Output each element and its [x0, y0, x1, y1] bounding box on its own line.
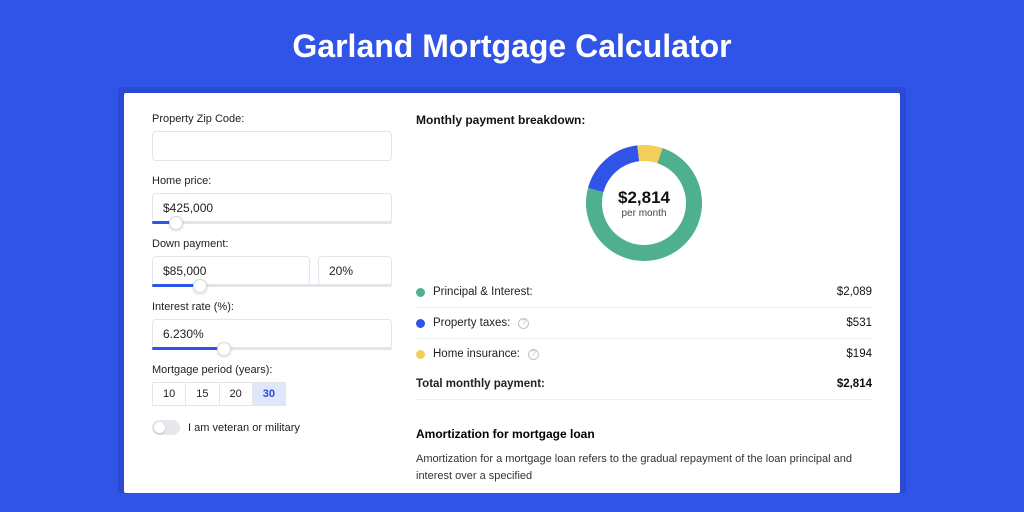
- info-icon[interactable]: ?: [518, 318, 529, 329]
- amort-text: Amortization for a mortgage loan refers …: [416, 451, 872, 484]
- breakdown-value: $531: [846, 317, 872, 329]
- period-option-20[interactable]: 20: [220, 382, 253, 406]
- rate-slider-thumb[interactable]: [217, 342, 231, 356]
- zip-group: Property Zip Code:: [152, 113, 392, 161]
- period-buttons: 10152030: [152, 382, 392, 406]
- down-slider[interactable]: [152, 284, 392, 287]
- legend-dot-icon: [416, 319, 425, 328]
- period-group: Mortgage period (years): 10152030: [152, 364, 392, 406]
- amort-title: Amortization for mortgage loan: [416, 427, 872, 441]
- price-slider-thumb[interactable]: [169, 216, 183, 230]
- calculator-card: Property Zip Code: Home price: Down paym…: [124, 93, 900, 493]
- price-label: Home price:: [152, 175, 392, 187]
- period-label: Mortgage period (years):: [152, 364, 392, 376]
- zip-input[interactable]: [152, 131, 392, 161]
- total-row: Total monthly payment: $2,814: [416, 369, 872, 400]
- rate-input[interactable]: [152, 319, 392, 349]
- amort-section: Amortization for mortgage loan Amortizat…: [416, 400, 872, 484]
- info-icon[interactable]: ?: [528, 349, 539, 360]
- period-option-10[interactable]: 10: [152, 382, 186, 406]
- results-panel: Monthly payment breakdown: $2,814 per mo…: [416, 113, 872, 473]
- page-title: Garland Mortgage Calculator: [0, 0, 1024, 87]
- breakdown-title: Monthly payment breakdown:: [416, 113, 872, 127]
- donut-wrap: $2,814 per month: [416, 137, 872, 277]
- breakdown-label: Principal & Interest:: [433, 286, 533, 298]
- price-slider[interactable]: [152, 221, 392, 224]
- form-panel: Property Zip Code: Home price: Down paym…: [152, 113, 392, 473]
- veteran-row: I am veteran or military: [152, 420, 392, 435]
- veteran-toggle[interactable]: [152, 420, 180, 435]
- rate-label: Interest rate (%):: [152, 301, 392, 313]
- breakdown-row: Property taxes:? $531: [416, 308, 872, 339]
- down-amount-input[interactable]: [152, 256, 310, 286]
- legend-dot-icon: [416, 288, 425, 297]
- donut-chart: $2,814 per month: [584, 143, 704, 263]
- donut-sub: per month: [621, 208, 666, 219]
- rate-slider[interactable]: [152, 347, 392, 350]
- down-group: Down payment:: [152, 238, 392, 287]
- veteran-label: I am veteran or military: [188, 422, 300, 434]
- rate-group: Interest rate (%):: [152, 301, 392, 350]
- zip-label: Property Zip Code:: [152, 113, 392, 125]
- breakdown-value: $2,089: [837, 286, 872, 298]
- down-slider-thumb[interactable]: [193, 279, 207, 293]
- total-label: Total monthly payment:: [416, 378, 545, 390]
- donut-amount: $2,814: [618, 188, 670, 208]
- period-option-30[interactable]: 30: [253, 382, 286, 406]
- down-label: Down payment:: [152, 238, 392, 250]
- legend-dot-icon: [416, 350, 425, 359]
- down-pct-input[interactable]: [318, 256, 392, 286]
- price-input[interactable]: [152, 193, 392, 223]
- breakdown-label: Home insurance:: [433, 348, 520, 360]
- breakdown-value: $194: [846, 348, 872, 360]
- period-option-15[interactable]: 15: [186, 382, 219, 406]
- breakdown-row: Principal & Interest: $2,089: [416, 277, 872, 308]
- breakdown-list: Principal & Interest: $2,089 Property taxe…: [416, 277, 872, 369]
- breakdown-row: Home insurance:? $194: [416, 339, 872, 369]
- card-frame: Property Zip Code: Home price: Down paym…: [118, 87, 906, 493]
- breakdown-label: Property taxes:: [433, 317, 510, 329]
- total-value: $2,814: [837, 378, 872, 390]
- price-group: Home price:: [152, 175, 392, 224]
